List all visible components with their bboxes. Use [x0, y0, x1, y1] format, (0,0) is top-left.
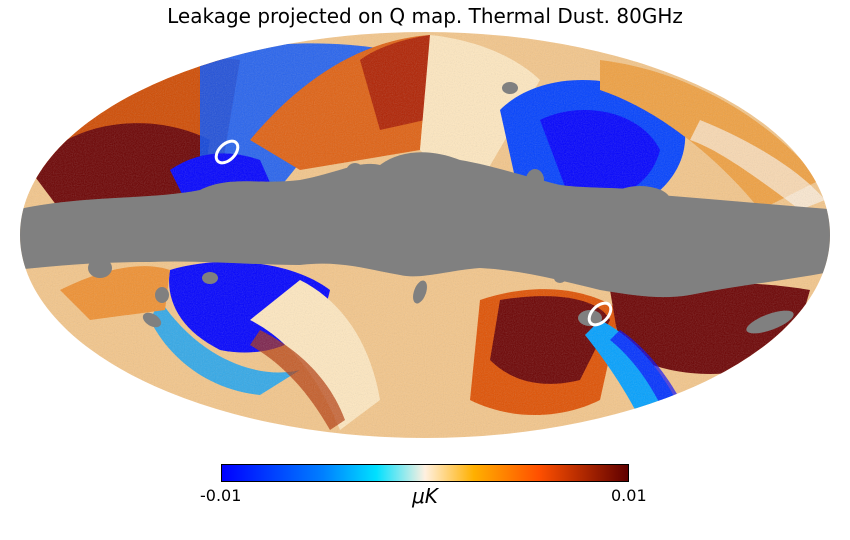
- map-title: Leakage projected on Q map. Thermal Dust…: [167, 4, 683, 28]
- sky-map: [20, 32, 830, 438]
- sky-map-body: [20, 32, 830, 438]
- colorbar-max-label: 0.01: [611, 486, 647, 505]
- colorbar-min-label: -0.01: [200, 486, 242, 505]
- colorbar: [221, 464, 629, 482]
- colorbar-unit-label: μK: [412, 484, 438, 508]
